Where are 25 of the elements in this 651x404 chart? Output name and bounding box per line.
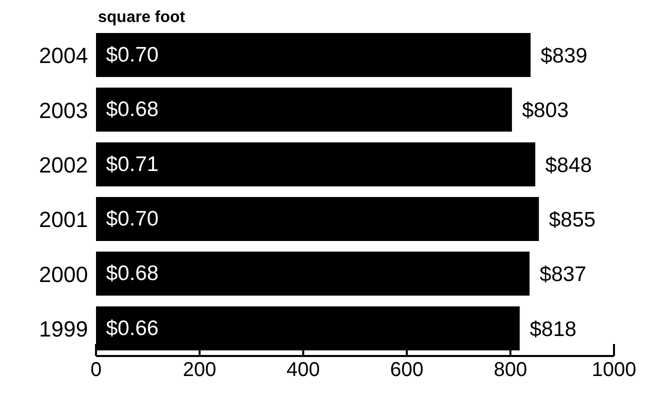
x-tick-label: 600 xyxy=(390,359,424,382)
y-tick-label: 2001 xyxy=(39,207,88,232)
chart-title: square foot xyxy=(98,8,186,28)
x-tick-label: 800 xyxy=(494,359,528,382)
annotation: $0.68 xyxy=(106,262,159,286)
data-label: $848 xyxy=(545,154,592,177)
x-tick-label: 0 xyxy=(90,359,102,382)
data-label: $839 xyxy=(540,44,588,68)
y-tick-label: 2003 xyxy=(39,98,88,123)
annotation: $0.70 xyxy=(106,44,159,66)
annotation: $0.66 xyxy=(106,316,159,340)
y-tick-label: 2004 xyxy=(39,43,88,68)
annotation: $0.71 xyxy=(106,152,159,176)
y-tick-label: 2002 xyxy=(39,152,88,178)
data-label: $837 xyxy=(540,263,586,286)
y-tick-label: 2000 xyxy=(39,262,88,287)
data-label: $855 xyxy=(548,208,596,232)
data-label: $818 xyxy=(530,318,576,341)
x-tick-label: 400 xyxy=(286,359,320,382)
annotation: $0.70 xyxy=(106,208,159,230)
y-tick-label: 1999 xyxy=(39,316,88,342)
x-tick-label: 200 xyxy=(182,359,216,382)
data-label: $803 xyxy=(522,99,569,122)
annotation: $0.68 xyxy=(106,98,159,122)
x-tick-label: 1000 xyxy=(592,359,636,382)
